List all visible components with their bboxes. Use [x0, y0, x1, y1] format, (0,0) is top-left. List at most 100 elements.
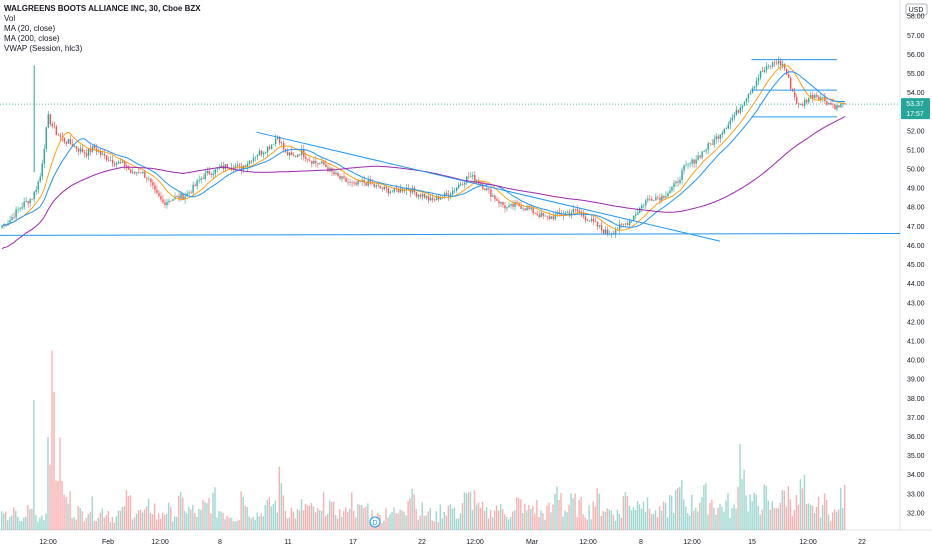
volume-bar [268, 497, 270, 530]
volume-bar [9, 516, 11, 530]
volume-bar [837, 509, 840, 530]
y-tick-label: 48.00 [907, 205, 925, 212]
volume-bar [391, 511, 393, 530]
volume-bar [785, 506, 788, 530]
volume-bar [741, 478, 743, 530]
volume-bar [666, 517, 669, 530]
volume-bar [497, 510, 500, 530]
volume-bar [316, 507, 319, 530]
x-tick-label: 12:00 [799, 539, 817, 546]
legend-vol[interactable]: Vol [4, 14, 16, 23]
candle-body [266, 146, 269, 153]
volume-bar [39, 517, 41, 530]
volume-bar [139, 509, 142, 530]
volume-bar [556, 486, 558, 530]
volume-bar [797, 504, 800, 530]
candle-body [699, 155, 701, 158]
candle-body [500, 201, 502, 204]
volume-bar [178, 495, 180, 530]
candle-body [836, 105, 838, 110]
y-tick-label: 45.00 [907, 262, 925, 269]
candle-body [393, 187, 396, 192]
volume-bar [793, 509, 796, 530]
candle-body [451, 190, 454, 195]
candle-body [365, 182, 367, 186]
chart-legend: WALGREENS BOOTS ALLIANCE INC, 30, Cboe B… [4, 4, 201, 54]
candle-body [464, 182, 466, 185]
volume-bar [584, 517, 586, 530]
candle-body [691, 159, 693, 164]
candle-body [548, 216, 550, 219]
volume-bar [149, 513, 152, 530]
candle-body [69, 139, 72, 144]
volume-bar [813, 513, 816, 530]
volume-bar [689, 515, 691, 530]
candle-body [820, 97, 822, 100]
volume-bar [334, 514, 337, 530]
candle-body [715, 136, 717, 140]
candle-body [264, 152, 267, 154]
candle-body [739, 107, 742, 113]
volume-bar [443, 511, 446, 530]
candle-body [297, 154, 299, 157]
candle-body [343, 176, 345, 178]
candle-body [433, 199, 436, 201]
candle-body [683, 165, 685, 171]
volume-bar [843, 484, 846, 530]
candle-body [596, 221, 599, 227]
volume-bar [604, 511, 606, 530]
y-tick-label: 49.00 [907, 186, 925, 193]
volume-bar [679, 486, 681, 530]
volume-bar [7, 520, 9, 530]
volume-bar [71, 518, 73, 530]
candle-body [663, 195, 665, 198]
candle-body [783, 64, 786, 69]
volume-bar [608, 509, 611, 530]
volume-bar [292, 511, 295, 530]
volume-bar [89, 511, 91, 530]
candle-body [272, 143, 275, 145]
candle-body [455, 187, 458, 191]
volume-bar [475, 504, 478, 530]
volume-bar [695, 507, 697, 530]
volume-bar [308, 505, 311, 530]
candle-body [93, 145, 96, 149]
legend-ma20[interactable]: MA (20, close) [4, 24, 56, 33]
volume-bar [777, 508, 780, 530]
volume-bar [196, 516, 198, 530]
candle-body [117, 161, 120, 164]
volume-bar [97, 517, 99, 530]
candle-body [733, 115, 736, 118]
volume-bar [803, 474, 806, 530]
volume-bar [415, 508, 417, 530]
candle-body [582, 213, 585, 217]
legend-ma200[interactable]: MA (200, close) [4, 34, 60, 43]
candle-body [293, 154, 295, 156]
candle-body [188, 192, 190, 194]
volume-bar [624, 492, 627, 530]
x-tick-label: 15 [748, 539, 756, 546]
candle-body [707, 143, 709, 150]
volume-bar [67, 503, 69, 530]
volume-bar [419, 515, 421, 530]
candle-body [747, 94, 750, 99]
volume-bar [487, 518, 490, 530]
volume-bar [705, 483, 707, 530]
volume-bar [753, 492, 755, 530]
volume-bar [19, 521, 21, 530]
candle-body [57, 134, 60, 136]
candle-body [341, 176, 343, 179]
volume-bar [510, 516, 512, 530]
candle-body [767, 65, 770, 67]
candle-body [369, 180, 371, 184]
volume-bar [644, 512, 647, 530]
candle-body [526, 207, 528, 211]
volume-bar [45, 513, 47, 530]
symbol-title[interactable]: WALGREENS BOOTS ALLIANCE INC, 30, Cboe B… [4, 4, 201, 13]
volume-bar [711, 499, 713, 530]
candle-body [99, 151, 102, 155]
legend-vwap[interactable]: VWAP (Session, hlc3) [4, 44, 83, 53]
candle-body [254, 156, 257, 158]
